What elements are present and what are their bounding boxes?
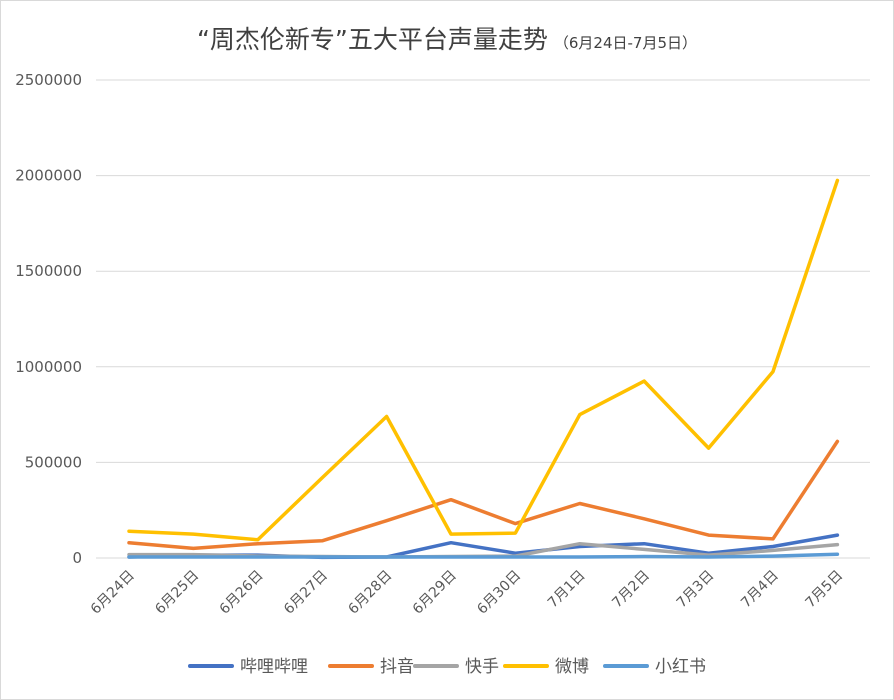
y-tick-label: 500000: [25, 453, 82, 471]
chart-title-main: “周杰伦新专”五大平台声量走势: [196, 25, 548, 54]
x-tick-label: 7月4日: [738, 568, 782, 612]
series-line: [127, 178, 840, 542]
x-axis-tick-labels: 6月24日 6月25日 6月26日 6月27日 6月28日 6月29日 6月30日 7月1日 7…: [88, 568, 846, 618]
y-tick-label: 2500000: [15, 71, 82, 89]
legend-label: 快手: [465, 657, 499, 677]
y-tick-label: 2000000: [15, 167, 82, 185]
x-tick-label: 6月24日: [88, 568, 138, 618]
legend-label: 哔哩哔哩: [240, 657, 308, 677]
legend: 哔哩哔哩 抖音 快手 微博 小红书: [188, 657, 706, 677]
x-tick-label: 7月1日: [545, 568, 589, 612]
x-tick-label: 6月26日: [217, 568, 267, 618]
x-tick-label: 6月25日: [152, 568, 202, 618]
legend-label: 微博: [555, 657, 589, 677]
y-tick-label: 1000000: [15, 358, 82, 376]
x-tick-label: 6月30日: [474, 568, 524, 618]
x-tick-label: 6月27日: [281, 568, 331, 618]
legend-label: 抖音: [380, 657, 414, 677]
series-line: [127, 552, 840, 559]
series-line: [127, 439, 840, 551]
series-lines: [127, 178, 840, 560]
x-tick-label: 6月28日: [345, 568, 395, 618]
gridlines: [96, 79, 870, 559]
x-tick-label: 6月29日: [410, 568, 460, 618]
y-tick-label: 0: [72, 549, 82, 567]
x-tick-label: 7月2日: [609, 568, 653, 612]
x-tick-label: 7月3日: [674, 568, 718, 612]
x-tick-label: 7月5日: [803, 568, 847, 612]
chart-title-subtitle: （6月24日-7月5日）: [553, 34, 698, 52]
y-axis-tick-labels: 0 500000 1000000 1500000 2000000 2500000: [15, 71, 82, 567]
legend-label: 小红书: [655, 657, 706, 677]
chart-title: “周杰伦新专”五大平台声量走势 （6月24日-7月5日）: [0, 20, 894, 56]
y-tick-label: 1500000: [15, 262, 82, 280]
